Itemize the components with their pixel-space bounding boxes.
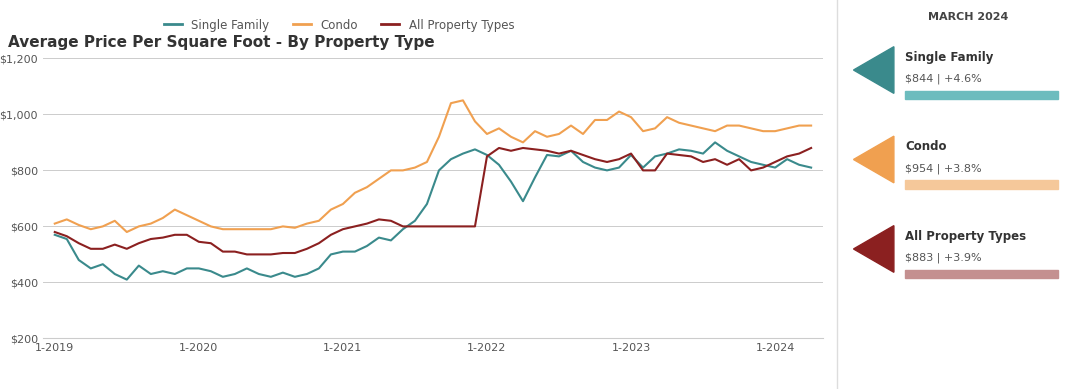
Text: Single Family: Single Family	[905, 51, 993, 63]
Polygon shape	[853, 136, 894, 183]
Text: $844 | +4.6%: $844 | +4.6%	[905, 74, 981, 84]
Bar	[905, 91, 1057, 99]
Text: Average Price Per Square Foot - By Property Type: Average Price Per Square Foot - By Prope…	[7, 35, 434, 50]
Text: MARCH 2024: MARCH 2024	[928, 12, 1008, 22]
Text: $883 | +3.9%: $883 | +3.9%	[905, 253, 981, 263]
Polygon shape	[853, 226, 894, 272]
Text: $954 | +3.8%: $954 | +3.8%	[905, 163, 981, 174]
Bar	[905, 270, 1057, 278]
Text: Condo: Condo	[905, 140, 947, 153]
Legend: Single Family, Condo, All Property Types: Single Family, Condo, All Property Types	[159, 14, 518, 36]
Polygon shape	[853, 47, 894, 93]
Bar	[905, 180, 1057, 189]
Text: All Property Types: All Property Types	[905, 230, 1026, 242]
